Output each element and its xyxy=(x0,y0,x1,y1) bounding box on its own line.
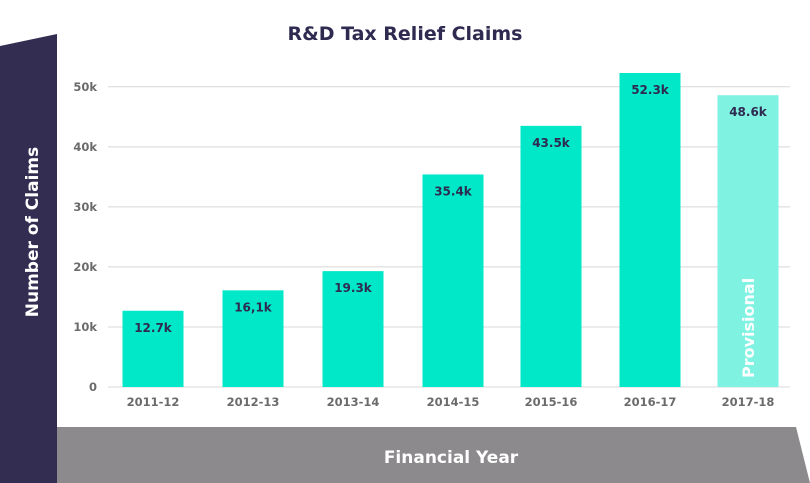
y-tick-label: 40k xyxy=(73,140,97,154)
x-tick-label: 2013-14 xyxy=(327,395,380,409)
x-tick-label: 2012-13 xyxy=(227,395,280,409)
bar-value-label: 16,1k xyxy=(234,300,273,314)
bar xyxy=(122,310,184,387)
bar-value-label: 48.6k xyxy=(729,105,768,119)
bars xyxy=(122,73,779,388)
bar xyxy=(222,290,284,387)
bar-value-label: 19.3k xyxy=(334,281,373,295)
bar xyxy=(322,271,384,387)
y-tick-labels: 0 10k 20k 30k 40k 50k xyxy=(73,80,97,394)
bar-value-label: 12.7k xyxy=(134,321,173,335)
x-tick-label: 2015-16 xyxy=(525,395,578,409)
y-axis-label: Number of Claims xyxy=(23,147,43,317)
bar-value-label: 35.4k xyxy=(434,184,473,198)
y-tick-label: 10k xyxy=(73,320,97,334)
chart-title: R&D Tax Relief Claims xyxy=(288,23,523,45)
y-axis-label-band xyxy=(0,34,57,483)
bar-value-label: 43.5k xyxy=(532,136,571,150)
x-tick-label: 2011-12 xyxy=(127,395,180,409)
x-tick-label: 2016-17 xyxy=(624,395,677,409)
y-tick-label: 30k xyxy=(73,200,97,214)
provisional-annotation: Provisional xyxy=(739,278,758,378)
x-axis-label: Financial Year xyxy=(384,448,519,468)
x-tick-label: 2014-15 xyxy=(427,395,480,409)
y-tick-label: 50k xyxy=(73,80,97,94)
y-tick-label: 0 xyxy=(89,380,97,394)
bar xyxy=(619,73,681,387)
bar xyxy=(717,95,779,388)
bar xyxy=(520,125,582,387)
data-labels: 12.7k 16,1k 19.3k 35.4k 43.5k 52.3k 48.6k xyxy=(134,83,768,335)
bar xyxy=(422,174,484,387)
y-tick-label: 20k xyxy=(73,260,97,274)
x-tick-labels: 2011-12 2012-13 2013-14 2014-15 2015-16 2016-… xyxy=(127,395,775,409)
x-tick-label: 2017-18 xyxy=(722,395,775,409)
bar-value-label: 52.3k xyxy=(631,83,670,97)
x-axis-label-band xyxy=(57,427,810,483)
